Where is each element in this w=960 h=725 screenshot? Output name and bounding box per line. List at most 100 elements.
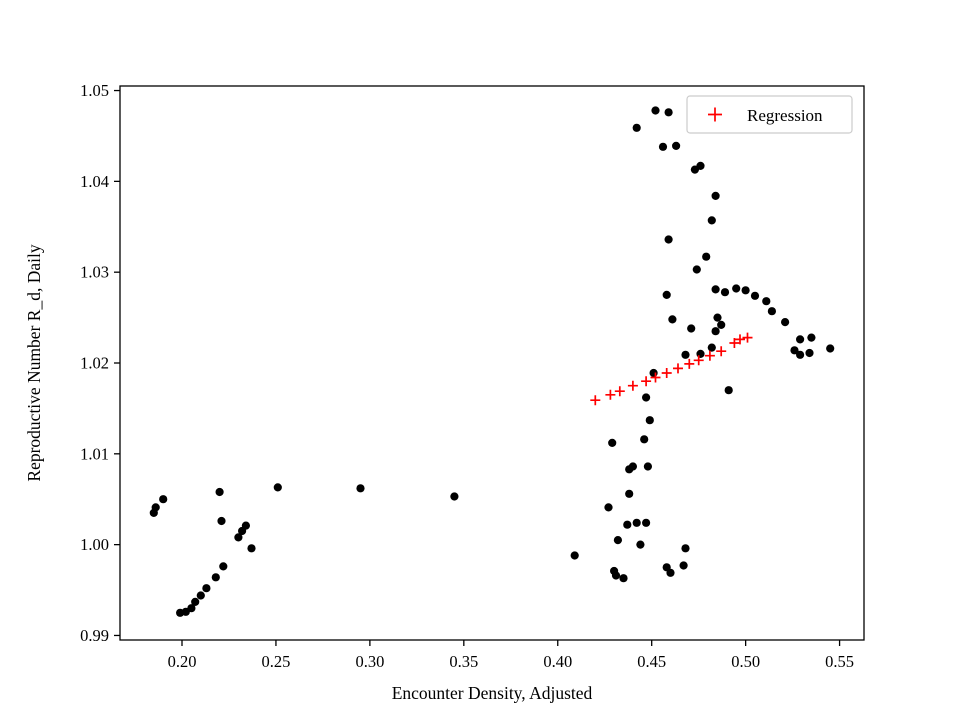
scatter-point [750,291,760,300]
regression-marker [590,395,601,406]
scatter-point [668,315,677,324]
scatter-point [273,483,282,492]
scatter-point [151,503,160,512]
x-tick-label: 0.20 [168,652,197,671]
scatter-point [187,604,196,613]
scatter-point [640,435,649,444]
scatter-point [217,516,226,526]
scatter-point [625,489,634,498]
scatter-point [720,288,730,297]
scatter-point [215,487,224,497]
scatter-point [696,349,705,358]
scatter-point [707,216,716,225]
scatter-point [642,518,651,527]
legend: Regression [686,95,853,134]
scatter-point [762,297,771,306]
y-tick-label: 0.99 [80,626,109,645]
scatter-point [702,252,711,261]
regression-marker [627,380,638,391]
scatter-point [642,393,651,402]
scatter-point [191,597,200,607]
y-tick-label: 1.03 [80,263,109,282]
regression-marker [729,338,740,348]
scatter-point [713,313,722,322]
scatter-point [159,495,168,504]
scatter-point [643,462,653,471]
scatter-point [234,533,243,542]
scatter-point [219,562,228,571]
x-tick-label: 0.40 [543,652,572,671]
regression-marker [605,389,616,400]
x-tick-label: 0.25 [262,652,291,671]
scatter-point [687,324,696,333]
y-axis-label: Reproductive Number R_d, Daily [24,244,44,481]
x-tick-label: 0.35 [449,652,478,671]
scatter-point [196,591,205,600]
y-tick-label: 1.01 [80,444,109,463]
scatter-point [672,141,681,150]
y-tick-label: 1.02 [80,354,109,373]
regression-marker [641,376,652,387]
regression-marker [704,350,715,361]
scatter-point [450,492,459,501]
scatter-point [681,544,690,553]
scatter-point [741,286,750,295]
regression-marker [684,358,695,369]
scatter-point [628,462,638,471]
scatter-point [202,584,211,593]
legend-frame [686,95,853,134]
scatter-point [717,320,726,329]
scatter-point [807,333,816,342]
scatter-point [651,106,660,115]
y-tick-label: 1.00 [80,535,109,554]
scatter-point [711,327,720,336]
scatter-point [632,518,641,527]
scatter-point [613,536,623,545]
regression-marker [742,332,753,343]
scatter-point [826,344,835,353]
scatter-point [636,540,645,549]
y-tick-label: 1.04 [80,172,109,191]
scatter-point [796,350,805,359]
regression-marker [650,372,661,383]
x-tick-label: 0.55 [825,652,854,671]
scatter-point [666,568,675,577]
scatter-point [211,573,220,582]
x-tick-label: 0.50 [731,652,760,671]
scatter-point [356,484,365,493]
scatter-point [623,520,632,529]
ticks-layer: 0.20 0.25 0.30 0.35 0.40 0.45 0.50 0.55 0.99 1.00… [80,81,854,671]
scatter-point [679,561,688,570]
scatter-point [805,348,814,358]
scatter-point [696,161,705,170]
scatter-point [664,108,673,117]
x-axis-label: Encounter Density, Adjusted [392,683,593,703]
scatter-point [707,343,716,352]
scatter-point [247,544,256,553]
scatter-point [692,265,701,274]
data-points-layer [149,106,835,617]
y-tick-label: 1.05 [80,81,109,100]
x-tick-label: 0.45 [637,652,666,671]
scatter-point [711,191,720,200]
scatter-point [664,235,673,244]
regression-marker [661,368,672,378]
scatter-point [790,346,799,355]
scatter-point [767,307,777,316]
x-tick-label: 0.30 [355,652,384,671]
scatter-point [681,350,690,359]
scatter-point [662,290,671,299]
regression-marker [693,355,704,366]
regression-marker [716,346,727,357]
scatter-point [711,285,720,294]
scatter-point [658,142,668,151]
legend-label: Regression [747,106,823,125]
scatter-point [724,386,733,395]
scatter-point [649,368,658,378]
scatter-point [732,284,741,293]
legend-regression-marker-icon [708,107,722,122]
scatter-point [241,521,250,530]
regression-marker [614,386,625,397]
